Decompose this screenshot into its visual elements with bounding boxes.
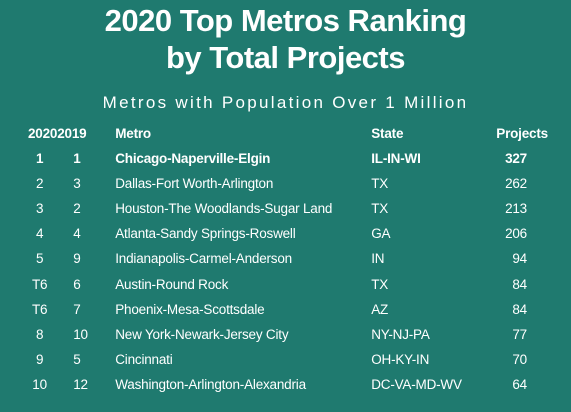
project-count: 213 xyxy=(505,201,527,217)
metro-name: Atlanta-Sandy Springs-Roswell xyxy=(115,226,296,242)
project-count: 327 xyxy=(505,151,527,167)
project-count: 84 xyxy=(512,276,527,292)
table-row: 8 10 New York-Newark-Jersey City NY-NJ-P… xyxy=(0,322,571,347)
rank-2020: 1 xyxy=(35,151,44,167)
table-row: T6 7 Phoenix-Mesa-Scottsdale AZ 84 xyxy=(0,297,571,322)
column-header-2020: 2020 xyxy=(28,125,58,141)
table-row: 3 2 Houston-The Woodlands-Sugar Land TX … xyxy=(0,196,571,221)
table-row: 4 4 Atlanta-Sandy Springs-Roswell GA 206 xyxy=(0,221,571,246)
rank-2019: 4 xyxy=(73,226,81,242)
rank-2020: 10 xyxy=(32,376,47,392)
project-count: 77 xyxy=(512,326,527,342)
metro-name: New York-Newark-Jersey City xyxy=(115,326,289,342)
state-code: IN xyxy=(371,251,385,267)
project-count: 262 xyxy=(505,176,527,192)
rank-2020: 2 xyxy=(35,176,44,192)
project-count: 84 xyxy=(512,301,527,317)
rank-2019: 9 xyxy=(73,251,81,267)
rank-2019: 2 xyxy=(73,201,81,217)
project-count: 64 xyxy=(512,376,527,392)
metro-name: Dallas-Fort Worth-Arlington xyxy=(115,176,274,192)
rank-2020: 3 xyxy=(35,201,44,217)
table-row: 2 3 Dallas-Fort Worth-Arlington TX 262 xyxy=(0,171,571,196)
metro-name: Phoenix-Mesa-Scottsdale xyxy=(115,301,265,317)
state-code: IL-IN-WI xyxy=(371,151,421,167)
column-header-2019: 2019 xyxy=(57,125,87,141)
rank-2020: 9 xyxy=(35,351,44,367)
rank-2020: 5 xyxy=(35,251,44,267)
state-code: NY-NJ-PA xyxy=(371,326,430,342)
project-count: 94 xyxy=(512,251,527,267)
rank-2019: 6 xyxy=(73,276,81,292)
state-code: OH-KY-IN xyxy=(371,351,430,367)
rank-2019: 1 xyxy=(73,151,81,167)
metro-name: Cincinnati xyxy=(115,351,173,367)
subtitle: Metros with Population Over 1 Million xyxy=(102,93,469,112)
state-code: DC-VA-MD-WV xyxy=(371,376,462,392)
table-row: 9 5 Cincinnati OH-KY-IN 70 xyxy=(0,347,571,372)
table-row: T6 6 Austin-Round Rock TX 84 xyxy=(0,271,571,296)
rank-2020: T6 xyxy=(31,301,48,317)
column-header-state: State xyxy=(371,125,404,141)
table-header-row: 2020 2019 Metro State Projects xyxy=(0,120,571,146)
title-line-2: by Total Projects xyxy=(166,40,406,75)
rank-2020: 4 xyxy=(35,226,44,242)
rank-2019: 10 xyxy=(73,326,88,342)
rank-2020: T6 xyxy=(31,276,48,292)
page-title: 2020 Top Metros Ranking by Total Project… xyxy=(0,2,571,76)
column-header-metro: Metro xyxy=(115,125,151,141)
project-count: 206 xyxy=(505,226,527,242)
title-line-1: 2020 Top Metros Ranking xyxy=(104,3,467,38)
state-code: TX xyxy=(371,176,389,192)
metro-name: Houston-The Woodlands-Sugar Land xyxy=(115,201,333,217)
rank-2019: 12 xyxy=(73,376,88,392)
rank-2019: 3 xyxy=(73,176,81,192)
table-row: 10 12 Washington-Arlington-Alexandria DC… xyxy=(0,372,571,397)
metro-name: Chicago-Naperville-Elgin xyxy=(115,151,271,167)
state-code: GA xyxy=(371,226,391,242)
column-header-projects: Projects xyxy=(496,125,548,141)
state-code: AZ xyxy=(371,301,389,317)
project-count: 70 xyxy=(512,351,527,367)
table-row: 5 9 Indianapolis-Carmel-Anderson IN 94 xyxy=(0,246,571,271)
rank-2019: 5 xyxy=(73,351,81,367)
metro-name: Washington-Arlington-Alexandria xyxy=(115,376,306,392)
rank-2019: 7 xyxy=(73,301,81,317)
rank-2020: 8 xyxy=(35,326,44,342)
metro-name: Indianapolis-Carmel-Anderson xyxy=(115,251,292,267)
state-code: TX xyxy=(371,201,389,217)
metro-name: Austin-Round Rock xyxy=(115,276,229,292)
table-row: 1 1 Chicago-Naperville-Elgin IL-IN-WI 32… xyxy=(0,146,571,171)
ranking-table: 2020 2019 Metro State Projects 1 1 Chica… xyxy=(0,120,571,397)
state-code: TX xyxy=(371,276,389,292)
